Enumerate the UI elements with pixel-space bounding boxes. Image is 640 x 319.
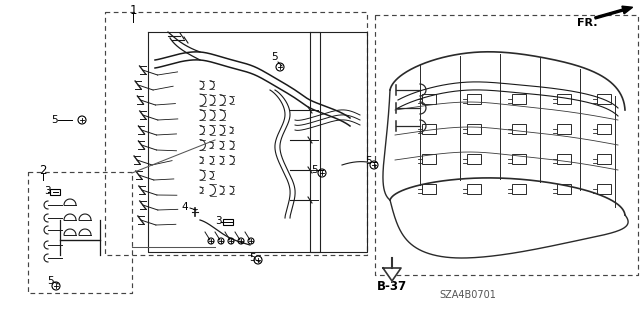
FancyArrow shape <box>595 6 632 19</box>
Bar <box>512 94 526 104</box>
Bar <box>422 184 436 194</box>
Text: 4: 4 <box>182 202 188 212</box>
Text: 5: 5 <box>310 165 317 175</box>
Text: 3: 3 <box>214 216 221 226</box>
Bar <box>467 154 481 164</box>
Bar <box>597 94 611 104</box>
Bar <box>597 124 611 134</box>
Text: 2: 2 <box>39 165 47 177</box>
Text: 5: 5 <box>51 115 58 125</box>
Bar <box>223 219 233 225</box>
Bar <box>512 154 526 164</box>
Bar <box>557 94 571 104</box>
Bar <box>467 94 481 104</box>
Text: 1: 1 <box>129 4 137 17</box>
Polygon shape <box>383 268 401 281</box>
Bar <box>557 184 571 194</box>
Bar <box>50 189 60 195</box>
Bar <box>512 124 526 134</box>
Bar <box>512 184 526 194</box>
Bar <box>557 124 571 134</box>
Bar <box>422 94 436 104</box>
Bar <box>467 124 481 134</box>
Text: 5: 5 <box>272 52 278 62</box>
Bar <box>597 184 611 194</box>
Bar <box>422 154 436 164</box>
Text: 5: 5 <box>47 276 53 286</box>
Text: 5: 5 <box>249 253 255 263</box>
Text: 3: 3 <box>44 186 51 196</box>
Bar <box>597 154 611 164</box>
Bar <box>422 124 436 134</box>
Bar <box>467 184 481 194</box>
Text: SZA4B0701: SZA4B0701 <box>440 290 497 300</box>
Text: FR.: FR. <box>577 18 598 28</box>
Text: 5: 5 <box>365 156 371 166</box>
Text: B-37: B-37 <box>377 279 407 293</box>
Bar <box>557 154 571 164</box>
